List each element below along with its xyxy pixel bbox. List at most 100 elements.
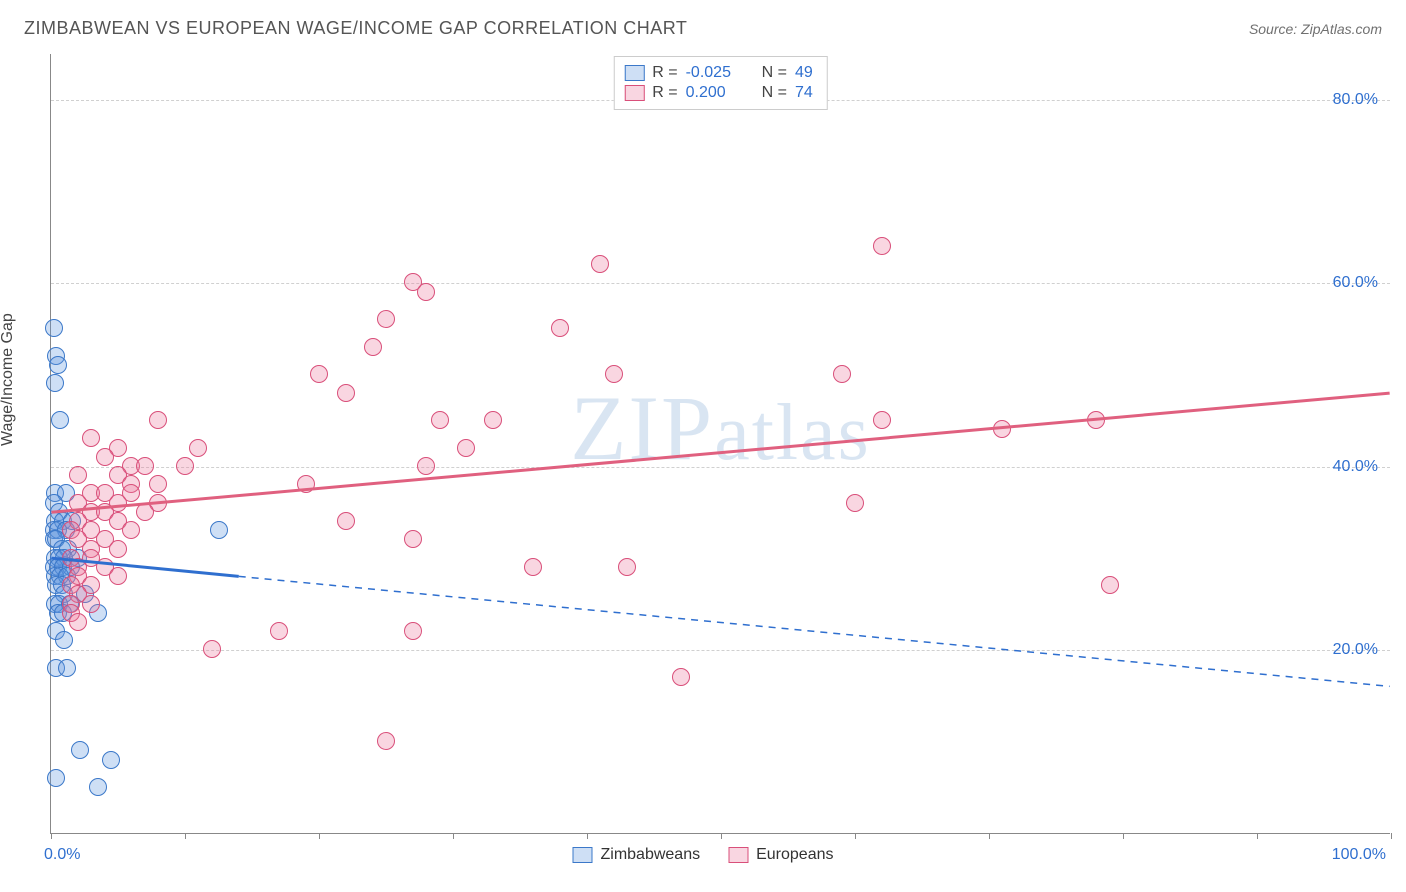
- data-point-europeans: [189, 439, 207, 457]
- x-tick: [1391, 833, 1392, 839]
- r-label: R =: [652, 84, 677, 102]
- chart-source: Source: ZipAtlas.com: [1249, 21, 1382, 37]
- legend-bottom: Zimbabweans Europeans: [573, 846, 834, 864]
- x-axis-label-left: 0.0%: [44, 846, 80, 864]
- data-point-europeans: [618, 558, 636, 576]
- data-point-zimbabweans: [47, 769, 65, 787]
- gridline-h: [51, 650, 1390, 651]
- n-value-zimbabweans: 49: [795, 64, 813, 82]
- x-axis-label-right: 100.0%: [1332, 846, 1386, 864]
- data-point-europeans: [672, 668, 690, 686]
- x-tick: [1123, 833, 1124, 839]
- n-value-europeans: 74: [795, 84, 813, 102]
- legend-swatch-europeans: [624, 85, 644, 101]
- data-point-europeans: [122, 521, 140, 539]
- chart-header: ZIMBABWEAN VS EUROPEAN WAGE/INCOME GAP C…: [24, 18, 1382, 39]
- data-point-europeans: [457, 439, 475, 457]
- chart-title: ZIMBABWEAN VS EUROPEAN WAGE/INCOME GAP C…: [24, 18, 687, 39]
- source-label: Source:: [1249, 21, 1301, 37]
- data-point-europeans: [203, 640, 221, 658]
- legend-item-zimbabweans: Zimbabweans: [573, 846, 701, 864]
- legend-bottom-swatch-zimbabweans: [573, 847, 593, 863]
- x-tick: [855, 833, 856, 839]
- data-point-zimbabweans: [102, 751, 120, 769]
- data-point-europeans: [404, 530, 422, 548]
- data-point-europeans: [69, 466, 87, 484]
- y-tick-label: 80.0%: [1333, 91, 1378, 109]
- data-point-europeans: [176, 457, 194, 475]
- data-point-europeans: [404, 622, 422, 640]
- data-point-europeans: [1087, 411, 1105, 429]
- data-point-zimbabweans: [49, 356, 67, 374]
- data-point-europeans: [377, 310, 395, 328]
- data-point-europeans: [605, 365, 623, 383]
- data-point-zimbabweans: [71, 741, 89, 759]
- x-tick: [721, 833, 722, 839]
- source-value: ZipAtlas.com: [1301, 21, 1382, 37]
- legend-bottom-swatch-europeans: [728, 847, 748, 863]
- n-label: N =: [762, 84, 787, 102]
- y-axis-label: Wage/Income Gap: [0, 313, 17, 446]
- data-point-europeans: [337, 512, 355, 530]
- plot-area: ZIPatlas R = -0.025 N = 49 R = 0.200 N =…: [50, 54, 1390, 834]
- data-point-europeans: [149, 411, 167, 429]
- data-point-europeans: [96, 448, 114, 466]
- y-tick-label: 20.0%: [1333, 641, 1378, 659]
- r-label: R =: [652, 64, 677, 82]
- x-tick: [319, 833, 320, 839]
- data-point-europeans: [833, 365, 851, 383]
- data-point-zimbabweans: [55, 631, 73, 649]
- legend-item-europeans: Europeans: [728, 846, 833, 864]
- data-point-zimbabweans: [45, 319, 63, 337]
- data-point-europeans: [136, 457, 154, 475]
- x-tick: [453, 833, 454, 839]
- data-point-europeans: [109, 540, 127, 558]
- data-point-europeans: [551, 319, 569, 337]
- x-tick: [989, 833, 990, 839]
- legend-stats-row-zimbabweans: R = -0.025 N = 49: [624, 63, 812, 83]
- data-point-europeans: [524, 558, 542, 576]
- gridline-h: [51, 283, 1390, 284]
- legend-stats-box: R = -0.025 N = 49 R = 0.200 N = 74: [613, 56, 827, 110]
- data-point-europeans: [109, 567, 127, 585]
- data-point-europeans: [310, 365, 328, 383]
- gridline-h: [51, 467, 1390, 468]
- data-point-europeans: [82, 595, 100, 613]
- data-point-europeans: [484, 411, 502, 429]
- data-point-zimbabweans: [46, 374, 64, 392]
- data-point-europeans: [377, 732, 395, 750]
- legend-bottom-label-europeans: Europeans: [756, 846, 833, 864]
- y-tick-label: 60.0%: [1333, 274, 1378, 292]
- data-point-europeans: [873, 411, 891, 429]
- data-point-europeans: [993, 420, 1011, 438]
- data-point-europeans: [297, 475, 315, 493]
- trend-line: [51, 393, 1389, 512]
- data-point-europeans: [270, 622, 288, 640]
- x-tick: [185, 833, 186, 839]
- n-label: N =: [762, 64, 787, 82]
- r-value-zimbabweans: -0.025: [686, 64, 738, 82]
- data-point-zimbabweans: [51, 411, 69, 429]
- legend-bottom-label-zimbabweans: Zimbabweans: [601, 846, 701, 864]
- x-tick: [1257, 833, 1258, 839]
- data-point-europeans: [873, 237, 891, 255]
- data-point-europeans: [149, 475, 167, 493]
- data-point-zimbabweans: [210, 521, 228, 539]
- legend-stats-row-europeans: R = 0.200 N = 74: [624, 83, 812, 103]
- watermark: ZIPatlas: [570, 375, 871, 481]
- data-point-zimbabweans: [58, 659, 76, 677]
- data-point-europeans: [69, 613, 87, 631]
- data-point-europeans: [1101, 576, 1119, 594]
- watermark-small: atlas: [714, 389, 871, 477]
- data-point-europeans: [846, 494, 864, 512]
- data-point-europeans: [591, 255, 609, 273]
- x-tick: [51, 833, 52, 839]
- r-value-europeans: 0.200: [686, 84, 738, 102]
- data-point-europeans: [136, 503, 154, 521]
- legend-swatch-zimbabweans: [624, 65, 644, 81]
- x-tick: [587, 833, 588, 839]
- data-point-zimbabweans: [89, 778, 107, 796]
- data-point-europeans: [337, 384, 355, 402]
- watermark-big: ZIP: [570, 377, 714, 479]
- data-point-europeans: [82, 429, 100, 447]
